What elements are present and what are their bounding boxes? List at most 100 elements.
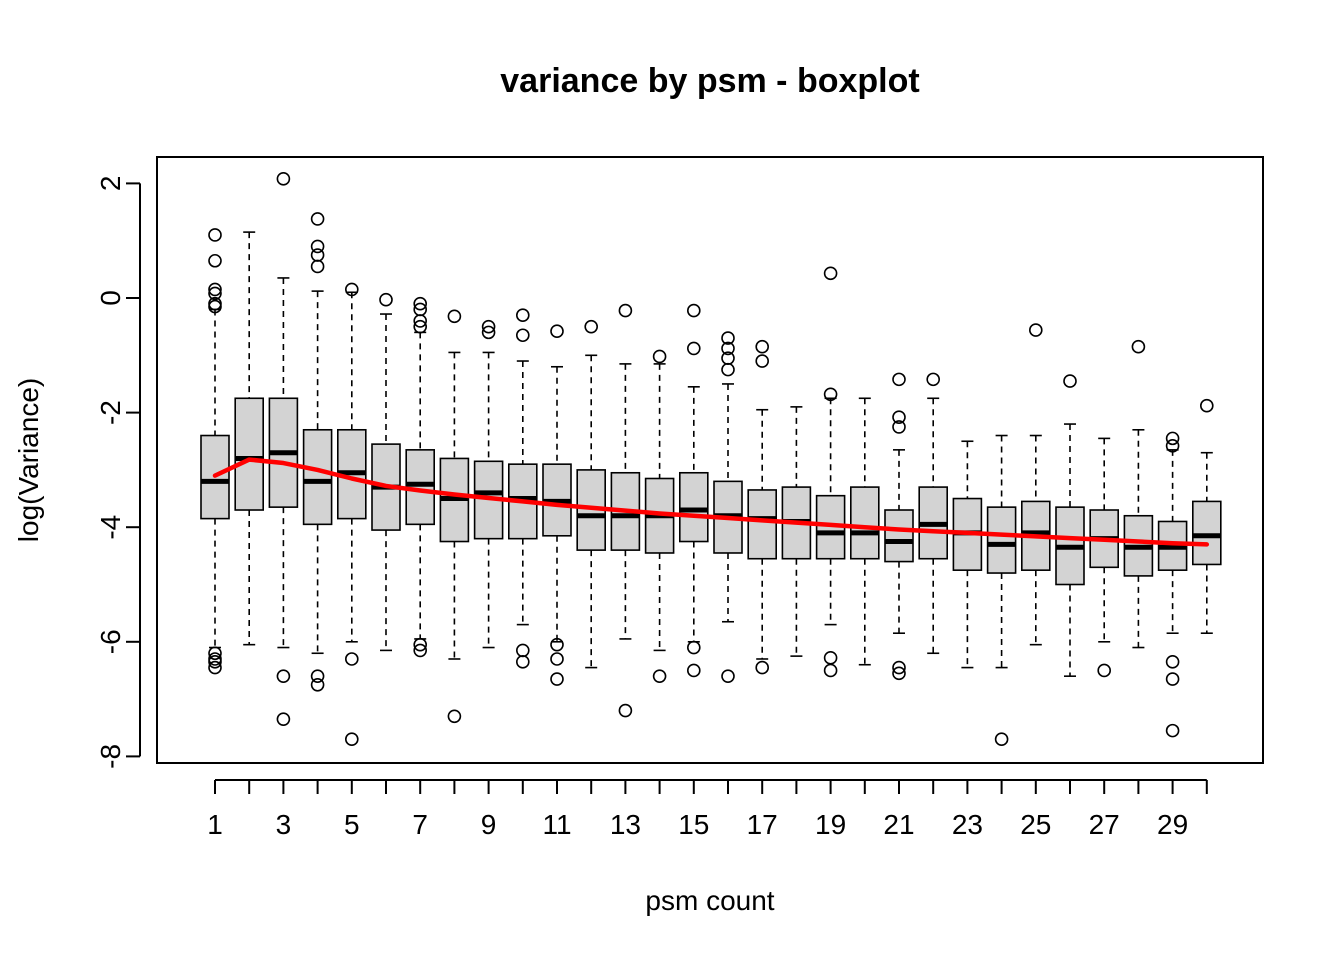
box-body: [302, 428, 333, 526]
box-22: [918, 372, 949, 655]
outlier-point: [310, 248, 325, 262]
box-29: [1157, 431, 1188, 738]
y-tick-label: -2: [95, 400, 126, 425]
x-tick-label: 19: [815, 809, 846, 840]
outlier-point: [310, 677, 325, 692]
box-1: [200, 228, 230, 675]
box-11: [542, 324, 572, 686]
outlier-point: [1165, 431, 1180, 446]
box-series: [200, 172, 1222, 747]
outlier-point: [1063, 374, 1077, 388]
outlier-point: [379, 292, 393, 307]
box-25: [1020, 323, 1051, 646]
outlier-point: [584, 319, 599, 334]
outlier-point: [618, 303, 633, 318]
outlier-point: [755, 660, 770, 675]
outlier-point: [481, 319, 496, 334]
y-axis: -8 -6 -4 -2 0 2: [95, 176, 141, 769]
y-tick-label: 2: [95, 176, 126, 192]
box-body: [884, 509, 914, 563]
outlier-point: [994, 732, 1009, 747]
x-tick-label: 23: [952, 809, 983, 840]
outlier-point: [208, 299, 222, 314]
outlier-point: [618, 703, 633, 718]
outlier-point: [208, 646, 222, 661]
x-tick-label: 1: [207, 809, 223, 840]
x-tick-label: 3: [276, 809, 292, 840]
x-tick-label: 9: [481, 809, 497, 840]
outlier-point: [413, 296, 428, 311]
outlier-point: [276, 172, 291, 186]
outlier-point: [1165, 672, 1180, 686]
y-tick-label: -6: [95, 629, 126, 654]
outlier-point: [515, 328, 530, 343]
outlier-point: [208, 655, 222, 669]
x-axis: 1 3 5 7 9 11 13 15 17 19 21 23 25 27 29: [207, 779, 1208, 840]
outlier-point: [652, 669, 667, 683]
outlier-point: [1097, 663, 1111, 678]
outlier-point: [208, 282, 222, 297]
outlier-point: [755, 339, 770, 354]
outlier-point: [515, 308, 530, 322]
outlier-point: [892, 420, 906, 434]
outlier-point: [344, 282, 359, 297]
x-tick-label: 27: [1089, 809, 1120, 840]
box-7: [405, 296, 436, 658]
outlier-point: [1029, 323, 1043, 337]
outlier-point: [1165, 439, 1180, 453]
outlier-point: [344, 732, 359, 747]
box-body: [234, 397, 264, 511]
x-tick-label: 25: [1020, 809, 1051, 840]
outlier-point: [413, 643, 428, 658]
outlier-point: [413, 637, 428, 652]
y-axis-label: log(Variance): [13, 378, 44, 542]
outlier-point: [276, 712, 291, 726]
box-body: [678, 471, 709, 543]
box-5: [336, 282, 367, 747]
x-tick-label: 11: [542, 809, 571, 840]
box-body: [986, 506, 1017, 574]
outlier-point: [447, 309, 462, 324]
outlier-point: [721, 669, 735, 683]
outlier-point: [823, 663, 838, 678]
box-18: [781, 406, 812, 657]
outlier-point: [892, 372, 906, 387]
box-body: [849, 486, 880, 560]
box-12: [576, 319, 607, 669]
outlier-point: [208, 253, 222, 268]
box-15: [678, 303, 709, 678]
trend-series: [212, 457, 1210, 547]
box-19: [815, 266, 846, 678]
x-tick-label: 21: [883, 809, 914, 840]
outlier-point: [686, 663, 701, 678]
outlier-point: [823, 387, 838, 402]
outlier-point: [481, 325, 496, 340]
outlier-point: [926, 372, 941, 387]
outlier-point: [550, 324, 564, 339]
outlier-point: [1131, 339, 1146, 354]
x-tick-label: 5: [344, 809, 360, 840]
outlier-point: [823, 651, 838, 665]
y-tick-label: -4: [95, 515, 126, 540]
outlier-point: [892, 666, 906, 681]
outlier-point: [413, 314, 428, 328]
x-tick-label: 13: [610, 809, 641, 840]
x-tick-label: 7: [412, 809, 428, 840]
outlier-point: [310, 239, 325, 254]
outlier-point: [892, 660, 906, 675]
outlier-point: [550, 672, 564, 686]
box-23: [952, 440, 983, 669]
outlier-point: [515, 643, 530, 658]
box-2: [234, 231, 264, 646]
box-20: [849, 397, 880, 666]
box-10: [507, 308, 538, 669]
outlier-point: [208, 228, 222, 242]
outlier-point: [344, 652, 359, 666]
outlier-point: [310, 259, 325, 274]
outlier-point: [755, 354, 770, 368]
box-24: [986, 434, 1017, 747]
box-17: [747, 339, 778, 675]
outlier-point: [1165, 655, 1180, 669]
outlier-point: [208, 286, 222, 301]
